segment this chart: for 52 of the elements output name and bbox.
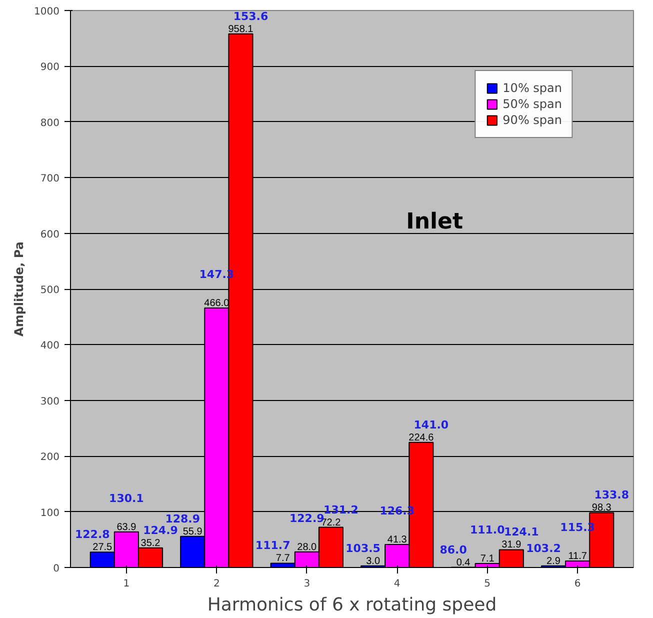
annotation: 130.1 xyxy=(109,492,144,505)
x-tick-label: 5 xyxy=(484,578,491,590)
y-tick-label: 300 xyxy=(40,396,60,408)
annotation: 111.7 xyxy=(255,539,290,552)
y-tick-label: 600 xyxy=(40,229,60,240)
data-label: 2.9 xyxy=(546,556,561,567)
data-label: 7.7 xyxy=(276,553,290,564)
annotation: 124.9 xyxy=(143,524,178,537)
data-label: 958.1 xyxy=(228,24,254,35)
annotation: 86.0 xyxy=(440,543,468,556)
data-label: 28.0 xyxy=(297,542,318,553)
annotation: 124.1 xyxy=(504,526,539,539)
annotation: 153.6 xyxy=(233,10,268,23)
data-label: 63.9 xyxy=(116,522,137,533)
y-tick-label: 800 xyxy=(40,118,60,129)
y-tick-label: 0 xyxy=(53,564,60,574)
data-label: 27.5 xyxy=(92,542,113,554)
data-label: 7.1 xyxy=(480,554,495,565)
data-label: 224.6 xyxy=(408,432,434,444)
data-label: 41.3 xyxy=(387,534,408,546)
y-tick-label: 900 xyxy=(40,62,60,74)
data-label: 31.9 xyxy=(502,540,522,551)
y-tick-label: 1000 xyxy=(34,6,60,18)
y-tick-label: 100 xyxy=(40,508,60,519)
legend-label: 90% span xyxy=(502,113,562,127)
annotation: 103.2 xyxy=(526,542,561,555)
y-tick-label: 400 xyxy=(40,340,60,352)
annotation: 111.0 xyxy=(470,524,506,537)
data-label: 35.2 xyxy=(140,538,161,549)
y-tick-label: 200 xyxy=(40,452,60,464)
y-axis-title: Amplitude, Pa xyxy=(12,242,26,336)
annotation: 103.5 xyxy=(346,542,380,555)
x-tick-label: 4 xyxy=(394,578,400,590)
annotation: Inlet xyxy=(406,210,464,235)
data-label: 11.7 xyxy=(568,550,588,562)
x-axis-title: Harmonics of 6 x rotating speed xyxy=(207,594,497,616)
annotation: 122.8 xyxy=(74,528,110,542)
data-label: 98.3 xyxy=(592,502,612,514)
y-tick-label: 700 xyxy=(40,174,60,185)
x-tick-label: 1 xyxy=(123,578,130,590)
y-tick-label: 500 xyxy=(40,285,60,296)
x-tick-label: 6 xyxy=(574,578,581,590)
data-label: 0.4 xyxy=(456,557,471,568)
legend-label: 10% span xyxy=(502,81,562,95)
annotation: 141.0 xyxy=(414,418,449,432)
data-label: 3.0 xyxy=(366,556,380,567)
x-tick-label: 2 xyxy=(213,578,220,590)
data-label: 55.9 xyxy=(182,526,203,538)
annotation: 133.8 xyxy=(594,488,630,502)
x-tick-label: 3 xyxy=(304,578,310,590)
annotation: 128.9 xyxy=(165,512,200,526)
legend-label: 50% span xyxy=(502,97,562,111)
